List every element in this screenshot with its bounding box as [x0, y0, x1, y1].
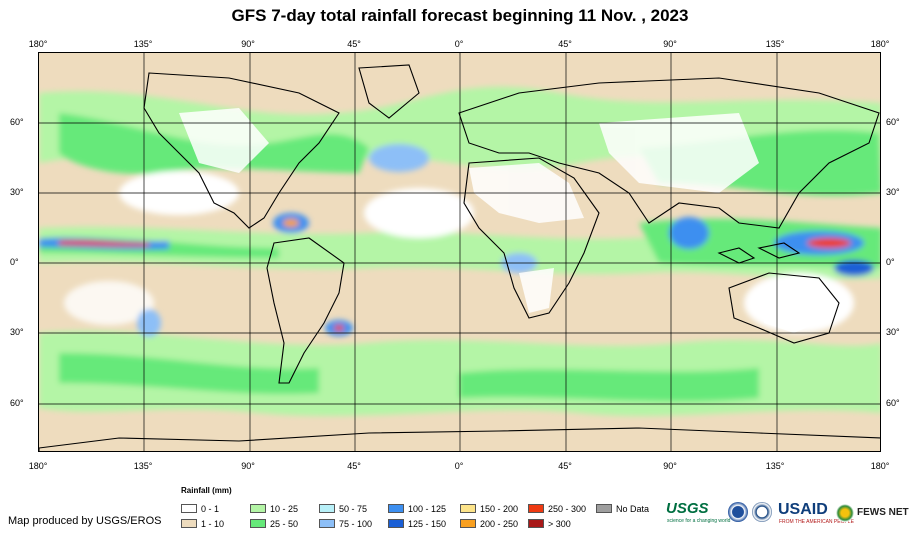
- legend-item: 150 - 200: [460, 503, 518, 514]
- lon-tick-bottom: 90°: [241, 461, 255, 471]
- legend-item: No Data: [596, 503, 649, 514]
- usgs-tagline: science for a changing world: [667, 518, 731, 524]
- legend-item: 50 - 75: [319, 503, 367, 514]
- legend-label: 10 - 25: [270, 503, 299, 514]
- rainfall-fields: [39, 86, 880, 416]
- lon-tick-top: 135°: [765, 39, 785, 49]
- legend-swatch: [388, 504, 404, 513]
- lon-tick-bottom: 0°: [454, 461, 464, 471]
- legend-label: 200 - 250: [480, 518, 519, 529]
- legend-label: 250 - 300: [548, 503, 587, 514]
- legend-swatch: [181, 519, 197, 528]
- legend-swatch: [250, 519, 266, 528]
- lon-tick-top: 45°: [558, 39, 572, 49]
- legend-label: 1 - 10: [201, 518, 225, 529]
- legend-swatch: [319, 519, 335, 528]
- legend-title: Rainfall (mm): [181, 486, 232, 495]
- legend-item: 75 - 100: [319, 518, 372, 529]
- usaid-tagline: FROM THE AMERICAN PEOPLE: [779, 519, 854, 525]
- lon-tick-bottom: 180°: [870, 461, 890, 471]
- lat-tick-right: 30°: [886, 327, 900, 337]
- legend-item: 10 - 25: [250, 503, 298, 514]
- usgs-logo: USGS: [666, 500, 709, 517]
- lat-tick-right: 0°: [886, 257, 895, 267]
- legend-swatch: [388, 519, 404, 528]
- lat-tick-right: 60°: [886, 398, 900, 408]
- legend-item: 200 - 250: [460, 518, 518, 529]
- legend-item: 0 - 1: [181, 503, 219, 514]
- noaa-seal-icon: [728, 502, 748, 522]
- lon-tick-bottom: 180°: [28, 461, 48, 471]
- usaid-seal-icon: [752, 502, 772, 522]
- usaid-logo: USAID: [778, 501, 828, 518]
- legend-item: 1 - 10: [181, 518, 224, 529]
- lon-tick-bottom: 90°: [663, 461, 677, 471]
- fews-net-emblem-icon: [836, 504, 854, 522]
- lat-tick-left: 60°: [10, 398, 24, 408]
- legend-item: 100 - 125: [388, 503, 446, 514]
- lon-tick-bottom: 45°: [347, 461, 361, 471]
- legend-item: 25 - 50: [250, 518, 298, 529]
- rainfall-map-canvas: [39, 53, 880, 451]
- land-dry-areas: [179, 108, 829, 333]
- legend-swatch: [319, 504, 335, 513]
- lon-tick-top: 0°: [454, 39, 464, 49]
- legend-item: > 300: [528, 518, 571, 529]
- lat-tick-left: 30°: [10, 187, 24, 197]
- legend-label: 75 - 100: [339, 518, 373, 529]
- legend-label: No Data: [616, 503, 650, 514]
- legend-item: 250 - 300: [528, 503, 586, 514]
- lon-tick-bottom: 135°: [133, 461, 153, 471]
- lon-tick-top: 180°: [28, 39, 48, 49]
- legend-swatch: [460, 519, 476, 528]
- legend-label: > 300: [548, 518, 571, 529]
- legend-swatch: [528, 504, 544, 513]
- legend-swatch: [181, 504, 197, 513]
- rainfall-map: [38, 52, 881, 452]
- lon-tick-top: 45°: [347, 39, 361, 49]
- legend-label: 100 - 125: [408, 503, 447, 514]
- map-title: GFS 7-day total rainfall forecast beginn…: [231, 6, 689, 25]
- lon-tick-top: 90°: [241, 39, 255, 49]
- lat-tick-right: 60°: [886, 117, 900, 127]
- lat-tick-right: 30°: [886, 187, 900, 197]
- lat-tick-left: 0°: [10, 257, 19, 267]
- legend-label: 125 - 150: [408, 518, 447, 529]
- lon-tick-bottom: 45°: [558, 461, 572, 471]
- legend-label: 50 - 75: [339, 503, 368, 514]
- lon-tick-top: 180°: [870, 39, 890, 49]
- graticule: [39, 53, 880, 451]
- producer-credit: Map produced by USGS/EROS: [8, 515, 162, 527]
- legend-swatch: [460, 504, 476, 513]
- lat-tick-left: 60°: [10, 117, 24, 127]
- legend-swatch: [528, 519, 544, 528]
- legend-label: 150 - 200: [480, 503, 519, 514]
- legend-item: 125 - 150: [388, 518, 446, 529]
- legend-label: 0 - 1: [201, 503, 220, 514]
- lon-tick-top: 135°: [133, 39, 153, 49]
- lat-tick-left: 30°: [10, 327, 24, 337]
- legend-swatch: [250, 504, 266, 513]
- lon-tick-bottom: 135°: [765, 461, 785, 471]
- lon-tick-top: 90°: [663, 39, 677, 49]
- legend-swatch: [596, 504, 612, 513]
- legend-label: 25 - 50: [270, 518, 299, 529]
- fews-net-logo: FEWS NET: [857, 507, 909, 518]
